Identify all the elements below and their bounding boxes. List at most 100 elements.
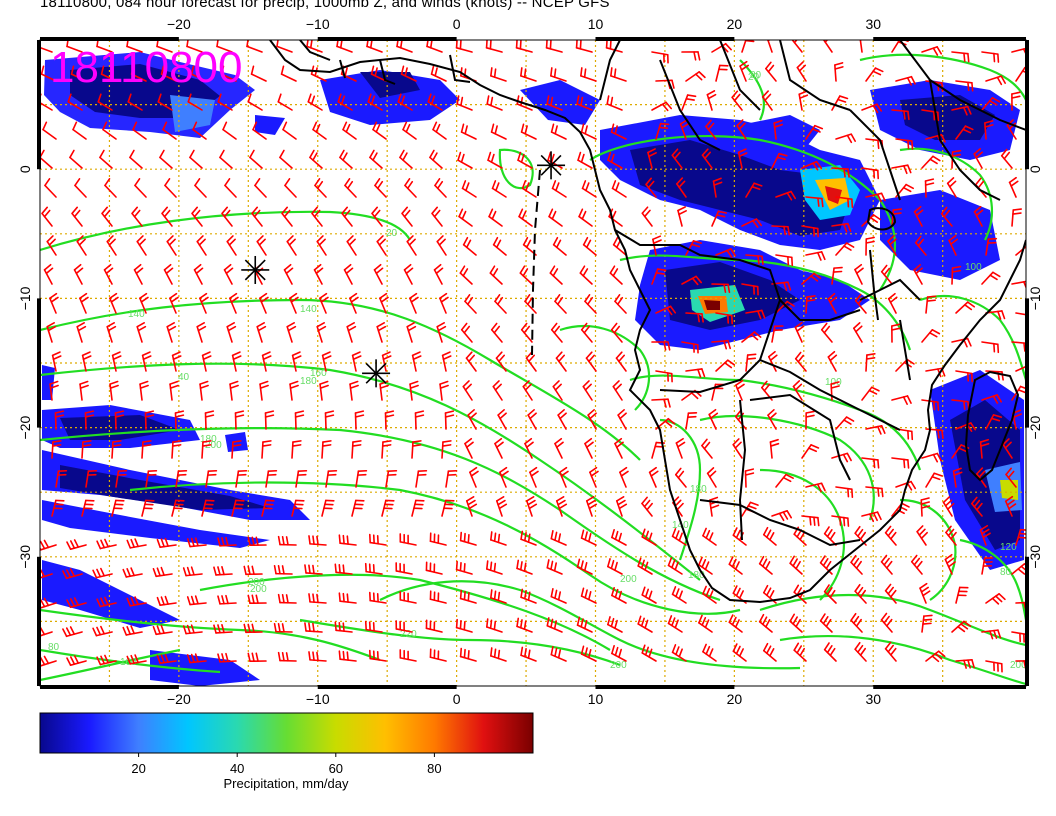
wind-barb [499,466,509,488]
wind-barb [171,351,182,372]
colorbar-ticks: 20 40 60 80 [131,753,442,776]
wind-barb [801,225,819,238]
wind-barb [399,649,417,662]
wind-barb [40,626,53,637]
border-line [759,359,861,411]
wind-barb [557,409,567,430]
wind-barb [182,624,203,635]
wind-barb [652,235,662,256]
wind-barb [404,178,417,198]
wind-barb [103,263,114,285]
wind-barb [805,410,815,430]
wind-barb [396,40,413,53]
wind-barb [62,626,83,638]
wind-barb [835,133,856,144]
wind-barb [1000,148,1013,169]
wind-barb [921,614,933,633]
wind-barb [801,515,820,527]
wind-barb [488,208,503,227]
wind-barb [921,328,941,343]
wind-barb [338,650,357,662]
wind-barb [865,67,884,82]
wind-barb [406,322,417,343]
wind-barb [865,192,886,203]
wind-barb [367,93,383,111]
wind-barb [681,341,699,354]
wind-barb [136,235,147,256]
wind-barb [792,380,803,401]
wind-barb [175,469,188,488]
wind-barb [685,240,702,256]
wind-barb [490,589,507,604]
wind-barb [436,235,447,256]
wind-barb [831,95,849,111]
contour-line [919,295,1026,381]
contour-label: 200 [610,660,627,671]
wind-barb [830,381,840,401]
wind-barb [925,650,946,663]
wind-barb [291,351,302,372]
wind-barb [213,565,233,576]
wind-barb [925,428,944,440]
wind-barb [372,121,387,140]
wind-barb [737,148,748,169]
contour-line [299,618,621,667]
wind-barb [527,409,537,430]
wind-barb [801,160,823,171]
wind-barb [835,486,854,498]
wind-barb [548,208,563,227]
precip-blob [255,115,285,135]
border-line [779,299,861,321]
contour-line [40,298,641,461]
wind-barb [247,536,267,547]
wind-barb [490,322,503,343]
wind-barb [834,62,844,82]
wind-barb [316,235,327,256]
wind-barb [607,558,623,575]
wind-barb [152,566,173,578]
frame-bar [40,685,179,689]
wind-barb [550,530,567,546]
wind-barb [942,496,955,517]
frame-bar [37,40,41,170]
wind-barb [145,469,158,488]
lon-tick-label-top: −20 [167,16,191,32]
wind-barb [610,322,623,343]
wind-barb [550,646,567,662]
wind-barb [277,93,293,111]
wind-barb [1015,312,1026,316]
wind-barb [338,592,357,604]
wind-barb [681,94,697,111]
wind-barb [41,206,53,227]
wind-barb [895,75,916,86]
wind-barb [344,178,357,198]
wind-barb [865,486,884,498]
wind-barb [651,101,673,112]
wind-barb [343,263,354,285]
wind-barb [76,235,87,256]
wind-barb [550,588,567,604]
wind-barb [156,653,177,665]
wind-barb [126,596,147,607]
wind-barb [609,265,623,285]
lon-tick-label-top: 30 [865,16,881,32]
wind-barb [494,437,504,459]
wind-barb [580,587,597,604]
wind-barb [429,648,447,662]
wind-barb [925,295,937,314]
wind-barb [641,644,657,662]
wind-barb [580,529,597,546]
contour-label: 200 [248,577,265,588]
wind-barb [921,155,941,169]
wind-barb [425,561,443,575]
wind-barb [164,178,177,198]
wind-barb [46,235,57,256]
wind-barb [62,568,83,580]
contour-label: 180 [688,570,705,581]
wind-barb [194,178,207,198]
wind-barb [249,149,263,169]
frame-bar [873,37,1026,41]
wind-barb [552,380,563,401]
wind-barb [166,235,177,256]
contour-label: 120 [1000,542,1017,553]
